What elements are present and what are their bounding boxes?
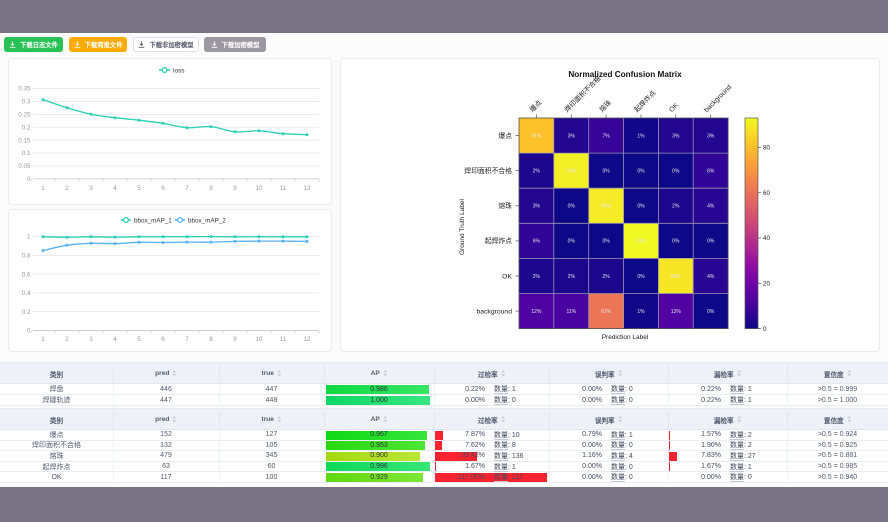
svg-text:0%: 0% bbox=[637, 204, 645, 210]
svg-text:3: 3 bbox=[89, 336, 93, 343]
svg-text:bbox_mAP_2: bbox_mAP_2 bbox=[188, 217, 226, 224]
svg-text:0%: 0% bbox=[672, 239, 680, 245]
svg-text:12: 12 bbox=[303, 336, 311, 343]
svg-text:6: 6 bbox=[161, 336, 165, 343]
svg-text:0.8: 0.8 bbox=[22, 253, 31, 260]
svg-text:2: 2 bbox=[65, 336, 69, 343]
svg-text:焊印面积不合格: 焊印面积不合格 bbox=[464, 166, 512, 175]
svg-text:1%: 1% bbox=[637, 309, 645, 315]
svg-text:1: 1 bbox=[27, 234, 31, 241]
svg-text:0: 0 bbox=[763, 326, 767, 333]
svg-text:4: 4 bbox=[113, 336, 117, 343]
svg-text:bbox_mAP_1: bbox_mAP_1 bbox=[134, 217, 172, 224]
svg-text:2%: 2% bbox=[533, 168, 541, 174]
svg-text:0: 0 bbox=[27, 328, 31, 335]
svg-text:93%: 93% bbox=[636, 239, 647, 245]
svg-text:81%: 81% bbox=[531, 133, 542, 139]
svg-text:9: 9 bbox=[233, 336, 237, 343]
svg-text:loss: loss bbox=[173, 67, 185, 74]
svg-text:熔珠: 熔珠 bbox=[597, 98, 613, 114]
svg-text:20: 20 bbox=[763, 281, 770, 288]
svg-text:0.2: 0.2 bbox=[22, 124, 31, 131]
svg-text:0%: 0% bbox=[707, 309, 715, 315]
svg-text:6%: 6% bbox=[707, 168, 715, 174]
svg-text:0%: 0% bbox=[568, 204, 576, 210]
svg-text:2%: 2% bbox=[568, 274, 576, 280]
svg-text:5: 5 bbox=[137, 185, 141, 192]
svg-text:起焊炸点: 起焊炸点 bbox=[485, 236, 512, 245]
svg-text:6%: 6% bbox=[533, 239, 541, 245]
svg-text:7%: 7% bbox=[602, 133, 610, 139]
svg-text:OK: OK bbox=[668, 102, 680, 114]
svg-text:0.35: 0.35 bbox=[18, 86, 31, 93]
svg-text:6: 6 bbox=[161, 185, 165, 192]
svg-text:Prediction Label: Prediction Label bbox=[602, 334, 649, 341]
svg-text:0.05: 0.05 bbox=[18, 163, 31, 170]
svg-text:2%: 2% bbox=[533, 274, 541, 280]
svg-text:1: 1 bbox=[41, 185, 45, 192]
svg-text:3: 3 bbox=[89, 185, 93, 192]
svg-text:1%: 1% bbox=[637, 133, 645, 139]
svg-text:0.1: 0.1 bbox=[22, 150, 31, 157]
svg-text:90%: 90% bbox=[601, 204, 612, 210]
svg-text:40: 40 bbox=[763, 235, 770, 242]
svg-text:3%: 3% bbox=[568, 133, 576, 139]
svg-text:11: 11 bbox=[280, 185, 287, 192]
svg-text:4%: 4% bbox=[707, 204, 715, 210]
svg-text:12: 12 bbox=[303, 185, 311, 192]
svg-text:60: 60 bbox=[763, 190, 770, 197]
svg-text:8: 8 bbox=[209, 185, 213, 192]
svg-text:Normalized Confusion Matrix: Normalized Confusion Matrix bbox=[568, 70, 682, 79]
svg-text:0.6: 0.6 bbox=[22, 271, 31, 278]
svg-text:11%: 11% bbox=[566, 309, 576, 315]
svg-text:0.2: 0.2 bbox=[22, 309, 31, 316]
svg-text:1: 1 bbox=[41, 336, 45, 343]
svg-text:0.3: 0.3 bbox=[22, 99, 31, 106]
svg-text:0%: 0% bbox=[637, 274, 645, 280]
svg-text:2: 2 bbox=[65, 185, 69, 192]
svg-text:0%: 0% bbox=[707, 239, 715, 245]
svg-text:4%: 4% bbox=[707, 274, 715, 280]
svg-text:9: 9 bbox=[233, 185, 237, 192]
svg-text:0.4: 0.4 bbox=[22, 290, 31, 297]
svg-text:91%: 91% bbox=[566, 168, 577, 174]
svg-text:3%: 3% bbox=[672, 133, 680, 139]
svg-text:熔珠: 熔珠 bbox=[498, 201, 512, 210]
svg-text:11: 11 bbox=[280, 336, 287, 343]
svg-text:background: background bbox=[703, 84, 733, 114]
svg-text:3%: 3% bbox=[533, 204, 541, 210]
svg-text:0%: 0% bbox=[602, 168, 610, 174]
svg-text:10: 10 bbox=[255, 185, 263, 192]
svg-text:13%: 13% bbox=[671, 309, 682, 315]
svg-text:7: 7 bbox=[185, 336, 189, 343]
svg-text:起焊炸点: 起焊炸点 bbox=[632, 88, 658, 114]
svg-text:background: background bbox=[476, 308, 512, 315]
svg-text:5: 5 bbox=[137, 336, 141, 343]
svg-text:Ground Truth Label: Ground Truth Label bbox=[459, 198, 466, 255]
svg-text:2%: 2% bbox=[672, 204, 680, 210]
svg-text:7: 7 bbox=[185, 185, 189, 192]
svg-text:2%: 2% bbox=[602, 274, 610, 280]
svg-text:0: 0 bbox=[27, 176, 31, 183]
svg-text:爆点: 爆点 bbox=[527, 98, 543, 114]
svg-text:8: 8 bbox=[209, 336, 213, 343]
svg-text:爆点: 爆点 bbox=[498, 131, 512, 140]
svg-text:89%: 89% bbox=[671, 274, 682, 280]
svg-text:OK: OK bbox=[502, 273, 512, 280]
svg-text:0.25: 0.25 bbox=[18, 112, 31, 119]
svg-text:12%: 12% bbox=[531, 309, 542, 315]
svg-text:焊印面积不合格: 焊印面积不合格 bbox=[562, 74, 602, 114]
svg-text:0%: 0% bbox=[602, 239, 610, 245]
svg-text:0.15: 0.15 bbox=[18, 137, 31, 144]
svg-text:0%: 0% bbox=[672, 168, 680, 174]
svg-text:61%: 61% bbox=[601, 309, 612, 315]
svg-text:4: 4 bbox=[113, 185, 117, 192]
svg-text:3%: 3% bbox=[707, 133, 715, 139]
svg-text:0%: 0% bbox=[568, 239, 576, 245]
svg-text:0%: 0% bbox=[637, 168, 645, 174]
svg-text:10: 10 bbox=[255, 336, 263, 343]
svg-text:80: 80 bbox=[763, 145, 770, 152]
